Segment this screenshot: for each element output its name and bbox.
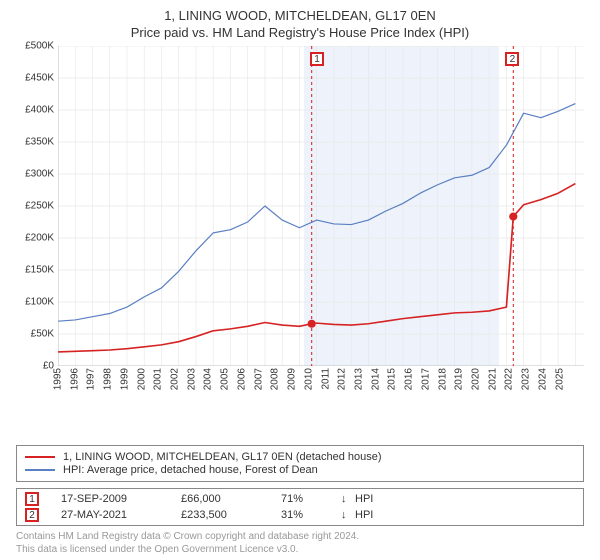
x-tick-label: 1997: [86, 368, 97, 390]
event-date: 17-SEP-2009: [61, 493, 181, 505]
legend-swatch: [25, 456, 55, 458]
footer-line-1: Contains HM Land Registry data © Crown c…: [16, 530, 584, 543]
x-tick-label: 2014: [370, 368, 381, 390]
x-tick-label: 2013: [353, 368, 364, 390]
series-marker: [509, 213, 517, 221]
down-arrow-icon: ↓: [341, 509, 355, 521]
y-tick-label: £50K: [31, 329, 54, 340]
event-date: 27-MAY-2021: [61, 509, 181, 521]
x-tick-label: 2010: [303, 368, 314, 390]
x-tick-label: 2016: [404, 368, 415, 390]
y-tick-label: £250K: [25, 201, 54, 212]
event-table: 1 17-SEP-2009£66,00071%↓HPI 2 27-MAY-2021£2…: [16, 488, 584, 526]
x-tick-label: 2018: [437, 368, 448, 390]
y-axis: £0£50K£100K£150K£200K£250K£300K£350K£400…: [16, 46, 58, 366]
x-tick-label: 2005: [220, 368, 231, 390]
event-vs-label: HPI: [355, 509, 575, 521]
x-tick-label: 2000: [136, 368, 147, 390]
x-tick-label: 2025: [554, 368, 565, 390]
plot-svg: [58, 46, 584, 366]
x-tick-label: 2023: [521, 368, 532, 390]
y-tick-label: £500K: [25, 41, 54, 52]
legend: 1, LINING WOOD, MITCHELDEAN, GL17 0EN (d…: [16, 445, 584, 482]
legend-label: 1, LINING WOOD, MITCHELDEAN, GL17 0EN (d…: [63, 451, 382, 463]
chart-title-subtitle: Price paid vs. HM Land Registry's House …: [16, 25, 584, 40]
x-tick-label: 1999: [119, 368, 130, 390]
chart-titles: 1, LINING WOOD, MITCHELDEAN, GL17 0EN Pr…: [16, 8, 584, 46]
chart-area: £0£50K£100K£150K£200K£250K£300K£350K£400…: [16, 46, 584, 441]
x-tick-label: 1996: [69, 368, 80, 390]
event-vs-label: HPI: [355, 493, 575, 505]
legend-row: 1, LINING WOOD, MITCHELDEAN, GL17 0EN (d…: [25, 451, 575, 463]
y-tick-label: £150K: [25, 265, 54, 276]
footer-attribution: Contains HM Land Registry data © Crown c…: [16, 530, 584, 556]
x-tick-label: 2006: [236, 368, 247, 390]
x-tick-label: 2009: [287, 368, 298, 390]
chart-title-address: 1, LINING WOOD, MITCHELDEAN, GL17 0EN: [16, 8, 584, 23]
y-tick-label: £200K: [25, 233, 54, 244]
footer-line-2: This data is licensed under the Open Gov…: [16, 543, 584, 556]
y-tick-label: £400K: [25, 105, 54, 116]
event-pct: 31%: [281, 509, 341, 521]
chart-container: 1, LINING WOOD, MITCHELDEAN, GL17 0EN Pr…: [0, 0, 600, 560]
x-tick-label: 2012: [337, 368, 348, 390]
series-marker: [308, 320, 316, 328]
down-arrow-icon: ↓: [341, 493, 355, 505]
plot-area: 12: [58, 46, 584, 366]
x-tick-label: 2021: [487, 368, 498, 390]
x-tick-label: 2004: [203, 368, 214, 390]
x-tick-label: 2008: [270, 368, 281, 390]
x-tick-label: 2015: [387, 368, 398, 390]
x-tick-label: 2007: [253, 368, 264, 390]
y-tick-label: £100K: [25, 297, 54, 308]
event-price: £66,000: [181, 493, 281, 505]
legend-label: HPI: Average price, detached house, Fore…: [63, 464, 318, 476]
x-axis: 1995199619971998199920002001200220032004…: [58, 366, 584, 408]
x-tick-label: 2011: [320, 368, 331, 390]
x-tick-label: 2020: [471, 368, 482, 390]
legend-row: HPI: Average price, detached house, Fore…: [25, 464, 575, 476]
x-tick-label: 2003: [186, 368, 197, 390]
event-row: 1 17-SEP-2009£66,00071%↓HPI: [17, 491, 583, 507]
x-tick-label: 1995: [53, 368, 64, 390]
x-tick-label: 2002: [170, 368, 181, 390]
event-callout: 2: [505, 52, 519, 66]
event-callout: 1: [310, 52, 324, 66]
y-tick-label: £300K: [25, 169, 54, 180]
event-pct: 71%: [281, 493, 341, 505]
y-tick-label: £350K: [25, 137, 54, 148]
x-tick-label: 1998: [103, 368, 114, 390]
x-tick-label: 2001: [153, 368, 164, 390]
event-price: £233,500: [181, 509, 281, 521]
legend-swatch: [25, 469, 55, 471]
x-tick-label: 2017: [420, 368, 431, 390]
y-tick-label: £450K: [25, 73, 54, 84]
x-tick-label: 2022: [504, 368, 515, 390]
x-tick-label: 2024: [537, 368, 548, 390]
x-tick-label: 2019: [454, 368, 465, 390]
event-marker: 2: [25, 508, 39, 522]
event-marker: 1: [25, 492, 39, 506]
event-row: 2 27-MAY-2021£233,50031%↓HPI: [17, 507, 583, 523]
